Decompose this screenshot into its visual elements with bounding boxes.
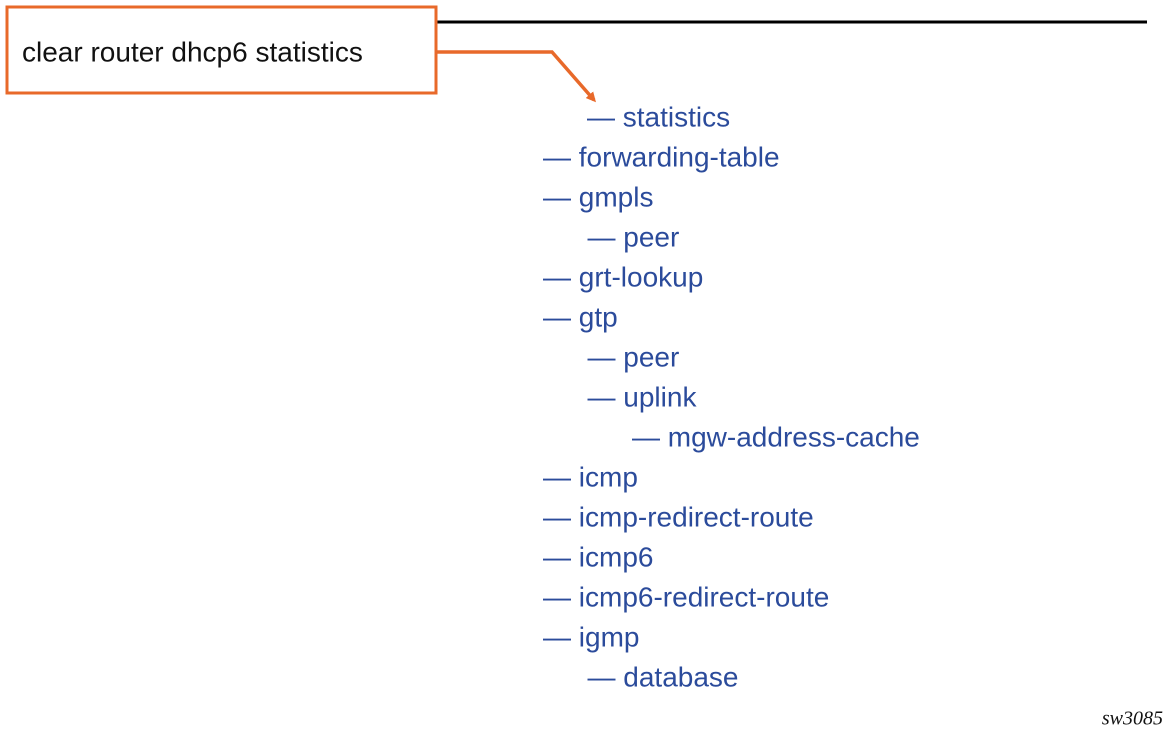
tree-node: — icmp-redirect-route xyxy=(543,501,814,532)
tree-node: — database xyxy=(588,661,739,692)
tree-node: — uplink xyxy=(588,381,698,412)
tree-node: — gtp xyxy=(543,301,618,332)
tree-node: — peer xyxy=(588,341,680,372)
tree-node: — gmpls xyxy=(543,181,653,212)
tree-node: — icmp xyxy=(543,461,638,492)
figure-id: sw3085 xyxy=(1102,708,1163,730)
tree-node: — forwarding-table xyxy=(543,141,780,172)
tree-node: — icmp6-redirect-route xyxy=(543,581,829,612)
arrow xyxy=(436,50,596,103)
tree-node: — icmp6 xyxy=(543,541,653,572)
tree-node: — peer xyxy=(588,221,680,252)
tree-node: — mgw-address-cache xyxy=(632,421,920,452)
command-text: clear router dhcp6 statistics xyxy=(22,36,363,67)
target-node: — statistics xyxy=(587,101,730,132)
tree-node: — igmp xyxy=(543,621,639,652)
command-box xyxy=(5,5,438,95)
tree-node: — grt-lookup xyxy=(543,261,703,292)
